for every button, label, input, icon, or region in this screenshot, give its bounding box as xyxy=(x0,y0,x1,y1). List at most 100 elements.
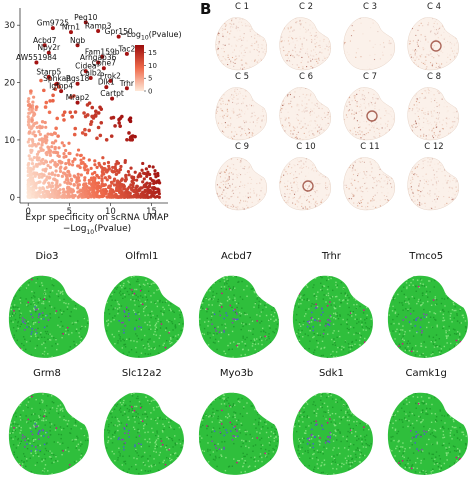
scatter-point xyxy=(68,163,71,166)
gene-point-label: Mrap2 xyxy=(66,93,90,102)
scatter-point xyxy=(66,177,69,180)
scatter-point xyxy=(65,174,68,177)
cluster-label: C 7 xyxy=(344,72,396,82)
scatter-point xyxy=(107,161,110,164)
scatter-point xyxy=(152,179,155,182)
scatter-point xyxy=(64,149,67,152)
scatter-point xyxy=(105,190,108,193)
scatter-point xyxy=(129,116,133,120)
scatter-point xyxy=(29,173,32,176)
scatter-point xyxy=(110,169,113,172)
scatter-point xyxy=(73,127,77,131)
scatter-point xyxy=(52,178,55,181)
scatter-point xyxy=(33,113,36,116)
gene-point-label: AW551984 xyxy=(16,53,57,62)
scatter-point xyxy=(115,160,118,163)
scatter-point xyxy=(57,146,60,149)
gene-expression-map xyxy=(284,381,378,481)
scatter-point xyxy=(90,177,93,180)
gene-name-label: Sdk1 xyxy=(286,368,376,379)
scatter-point xyxy=(40,149,43,152)
scatter-point xyxy=(99,186,102,189)
scatter-point xyxy=(27,123,30,126)
cluster-label: C 11 xyxy=(344,142,396,152)
cluster-tissue-map xyxy=(210,12,270,72)
scatter-point xyxy=(112,116,116,120)
gene-name-label: Myo3b xyxy=(192,368,282,379)
scatter-point xyxy=(124,179,127,182)
scatter-point xyxy=(27,120,30,123)
scatter-point xyxy=(55,181,58,184)
scatter-point xyxy=(53,173,56,176)
scatter-point xyxy=(46,164,49,167)
scatter-point xyxy=(29,157,32,160)
scatter-point xyxy=(94,109,98,113)
gene-point-label: Npy2r xyxy=(37,43,61,52)
scatter-point xyxy=(110,134,114,138)
gene-point-label: Cartpt xyxy=(100,89,124,98)
cluster-label: C 3 xyxy=(344,2,396,12)
gene-expression-map xyxy=(190,264,284,364)
scatter-point xyxy=(39,187,42,190)
gene-name-label: Grm8 xyxy=(2,368,92,379)
scatter-point xyxy=(141,180,144,183)
scatter-point xyxy=(36,194,39,197)
scatter-point xyxy=(39,162,42,165)
scatter-point xyxy=(49,133,52,136)
scatter-point xyxy=(41,158,44,161)
scatter-point xyxy=(56,134,60,138)
scatter-point xyxy=(51,195,54,198)
scatter-point xyxy=(77,173,80,176)
gene-name-label: Camk1g xyxy=(381,368,471,379)
scatter-point xyxy=(108,167,111,170)
scatter-point xyxy=(56,151,59,154)
scatter-point xyxy=(67,152,70,155)
scatter-point xyxy=(80,173,83,176)
scatter-point xyxy=(91,172,94,175)
scatter-point xyxy=(148,165,151,168)
scatter-point xyxy=(73,133,77,137)
scatter-point xyxy=(36,126,39,129)
scatter-point xyxy=(43,179,46,182)
scatter-point xyxy=(76,153,79,156)
scatter-point xyxy=(61,175,64,178)
scatter-point xyxy=(28,154,31,157)
cluster-tissue-map xyxy=(274,12,334,72)
gene-name-label: Trhr xyxy=(286,251,376,262)
scatter-point xyxy=(152,182,155,185)
scatter-point xyxy=(68,174,71,177)
scatter-point xyxy=(37,156,40,159)
scatter-point xyxy=(62,156,65,159)
cluster-label: C 2 xyxy=(280,2,332,12)
scatter-point xyxy=(80,154,83,157)
scatter-point xyxy=(119,168,122,171)
scatter-point xyxy=(35,121,38,124)
scatter-point xyxy=(135,191,138,194)
scatter-point xyxy=(89,122,93,126)
gene-name-label: Olfml1 xyxy=(97,251,187,262)
scatter-point xyxy=(146,171,149,174)
scatter-point xyxy=(82,186,85,189)
scatter-point xyxy=(118,124,122,128)
y-tick-label: 0 xyxy=(10,193,15,203)
scatter-point xyxy=(92,193,95,196)
scatter-point xyxy=(32,96,35,99)
scatter-point xyxy=(149,190,152,193)
scatter-point xyxy=(93,185,96,188)
scatter-point xyxy=(30,125,33,128)
scatter-point xyxy=(54,146,57,149)
scatter-point xyxy=(32,192,35,195)
scatter-point xyxy=(103,168,106,171)
scatter-point xyxy=(49,154,52,157)
cluster-tissue-map xyxy=(402,12,462,72)
scatter-point xyxy=(82,195,85,198)
scatter-point xyxy=(93,163,96,166)
scatter-point xyxy=(42,187,45,190)
scatter-point xyxy=(34,134,38,138)
scatter-point xyxy=(42,89,46,93)
scatter-point xyxy=(81,189,84,192)
scatter-point xyxy=(45,190,48,193)
scatter-point xyxy=(54,169,57,172)
scatter-point xyxy=(140,169,143,172)
scatter-point xyxy=(95,137,99,141)
